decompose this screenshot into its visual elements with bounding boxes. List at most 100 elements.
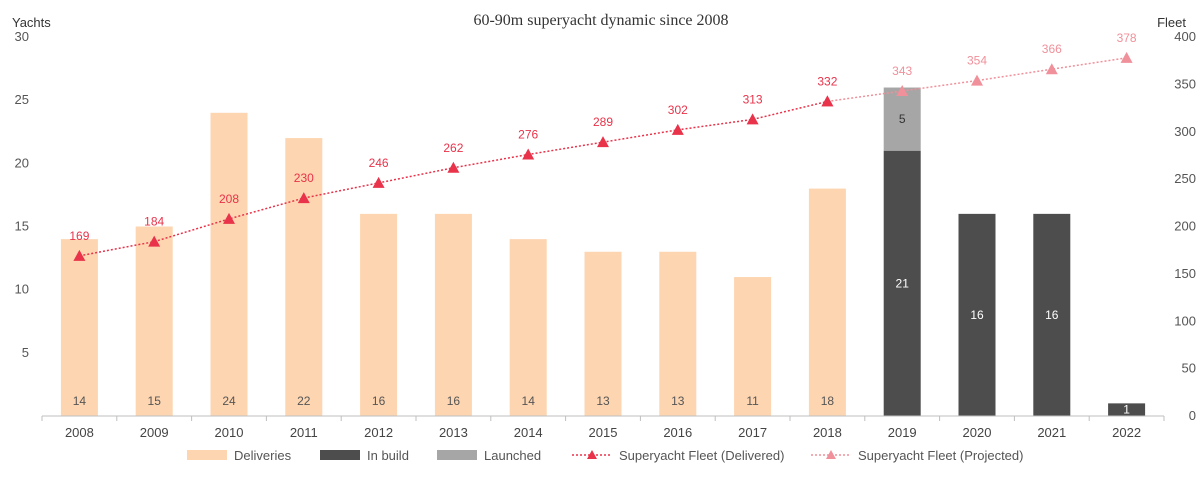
bar-label-deliveries: 13 [596, 394, 610, 408]
bar-label-in-build: 21 [896, 276, 910, 290]
x-tick-label: 2008 [65, 425, 94, 440]
bar-label-deliveries: 22 [297, 394, 311, 408]
y2-axis-ticks: 0 50 100 150 200 250 300 350 400 [1174, 29, 1196, 423]
x-tick-label: 2010 [215, 425, 244, 440]
y2-tick-label: 50 [1182, 361, 1196, 376]
data-label-fleet-delivered: 332 [817, 74, 837, 88]
data-label-fleet-delivered: 208 [219, 192, 239, 206]
data-label-fleet-delivered: 246 [369, 156, 389, 170]
y-tick-label: 20 [15, 155, 29, 170]
bar-deliveries [434, 213, 472, 416]
y2-tick-label: 350 [1174, 76, 1196, 91]
legend-label-launched: Launched [484, 448, 541, 463]
x-tick-label: 2020 [963, 425, 992, 440]
legend-label-in-build: In build [367, 448, 409, 463]
y2-tick-label: 400 [1174, 29, 1196, 44]
point-fleet-delivered [671, 123, 684, 135]
point-fleet-delivered [372, 176, 385, 188]
legend-swatch-in-build [320, 450, 360, 460]
point-fleet-delivered [73, 249, 86, 261]
bar-label-deliveries: 16 [447, 394, 461, 408]
data-label-fleet-delivered: 289 [593, 115, 613, 129]
data-label-fleet-delivered: 184 [144, 215, 164, 229]
point-fleet-delivered [821, 95, 834, 107]
legend-marker-fleet-delivered [587, 450, 597, 459]
bar-in-build [1108, 403, 1146, 416]
legend-swatch-deliveries [187, 450, 227, 460]
x-tick-label: 2015 [589, 425, 618, 440]
bar-label-deliveries: 16 [372, 394, 386, 408]
y-tick-label: 15 [15, 219, 29, 234]
legend-label-fleet-projected: Superyacht Fleet (Projected) [858, 448, 1023, 463]
data-label-fleet-delivered: 262 [443, 141, 463, 155]
x-tick-label: 2016 [663, 425, 692, 440]
bar-in-build [958, 213, 996, 416]
point-fleet-delivered [746, 113, 759, 125]
y-tick-label: 25 [15, 92, 29, 107]
legend-marker-fleet-projected [826, 450, 836, 459]
point-fleet-projected [971, 74, 983, 86]
bar-in-build [883, 150, 921, 416]
bar-label-deliveries: 14 [522, 394, 536, 408]
bars-layer: 14 15 24 22 16 16 14 13 13 11 18 21 5 16 16 1 [60, 87, 1146, 417]
bar-label-deliveries: 14 [73, 394, 87, 408]
x-tick-label: 2019 [888, 425, 917, 440]
bar-deliveries [210, 112, 248, 417]
y2-tick-label: 0 [1189, 408, 1196, 423]
legend-label-deliveries: Deliveries [234, 448, 292, 463]
bar-in-build [1033, 213, 1071, 416]
y-tick-label: 30 [15, 29, 29, 44]
y2-tick-label: 200 [1174, 219, 1196, 234]
x-tick-label: 2012 [364, 425, 393, 440]
legend: Deliveries In build Launched Superyacht Fle… [187, 448, 1023, 463]
bar-deliveries [360, 213, 398, 416]
y-tick-label: 10 [15, 282, 29, 297]
bar-deliveries [734, 277, 772, 416]
y2-tick-label: 300 [1174, 124, 1196, 139]
bar-label-deliveries: 24 [222, 394, 236, 408]
bar-launched [883, 87, 921, 151]
bar-label-in-build: 16 [1045, 308, 1059, 322]
bar-label-launched: 5 [899, 112, 906, 126]
bar-label-in-build: 16 [970, 308, 984, 322]
bar-deliveries [60, 239, 98, 416]
bar-label-in-build: 1 [1123, 403, 1130, 417]
data-label-fleet-projected: 354 [967, 54, 987, 68]
lines-layer: 343 354 366 378 169 184 208 230 246 262 276 289 302 3… [69, 31, 1137, 261]
data-label-fleet-delivered: 169 [69, 229, 89, 243]
data-label-fleet-delivered: 313 [743, 92, 763, 106]
bar-deliveries [509, 239, 547, 416]
bar-label-deliveries: 18 [821, 394, 835, 408]
y-axis-ticks: 5 10 15 20 25 30 [15, 29, 29, 360]
point-fleet-delivered [223, 212, 235, 224]
x-tick-label: 2022 [1112, 425, 1141, 440]
legend-swatch-launched [437, 450, 477, 460]
bar-label-deliveries: 11 [746, 394, 759, 408]
bar-deliveries [285, 138, 323, 417]
x-tick-label: 2017 [738, 425, 767, 440]
bar-deliveries [659, 251, 697, 416]
point-fleet-projected [1045, 63, 1058, 75]
point-fleet-delivered [597, 136, 609, 148]
x-axis: 2008 2009 2010 2011 2012 2013 2014 2015 2016 2017… [41, 415, 1165, 440]
x-tick-label: 2021 [1037, 425, 1066, 440]
bar-deliveries [135, 226, 173, 416]
point-fleet-delivered [297, 192, 310, 204]
point-fleet-delivered [522, 148, 535, 160]
data-label-fleet-projected: 366 [1042, 42, 1062, 56]
y-axis-title: Yachts [12, 15, 51, 30]
data-label-fleet-projected: 343 [892, 64, 912, 78]
bar-deliveries [808, 188, 846, 416]
legend-label-fleet-delivered: Superyacht Fleet (Delivered) [619, 448, 784, 463]
data-label-fleet-delivered: 276 [518, 127, 538, 141]
bar-label-deliveries: 13 [671, 394, 685, 408]
x-tick-label: 2009 [140, 425, 169, 440]
y-tick-label: 5 [22, 345, 29, 360]
y2-tick-label: 150 [1174, 266, 1196, 281]
chart-title: 60-90m superyacht dynamic since 2008 [473, 12, 728, 29]
x-tick-label: 2014 [514, 425, 543, 440]
bar-label-deliveries: 15 [148, 394, 162, 408]
point-fleet-projected [896, 85, 909, 97]
